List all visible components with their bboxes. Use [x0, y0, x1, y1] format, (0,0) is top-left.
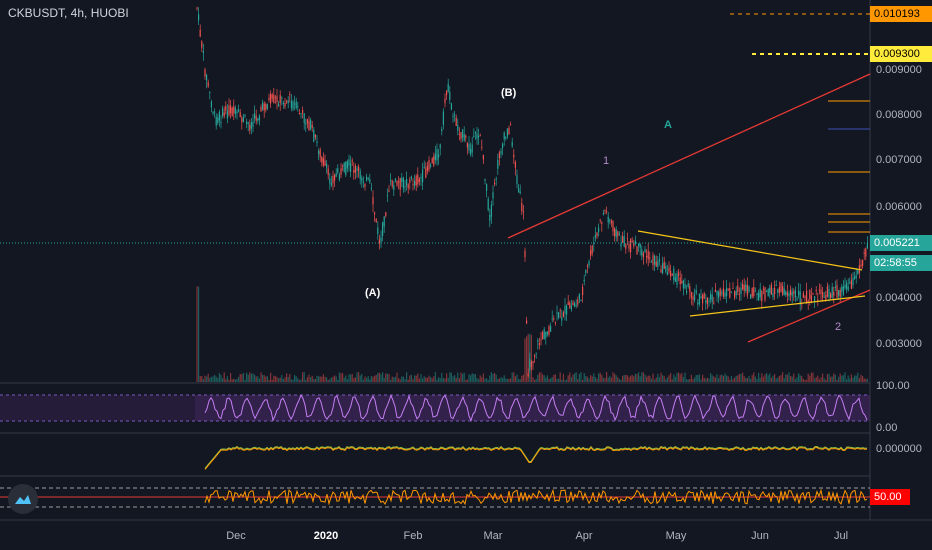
price-tag-second[interactable]: 0.009300 [870, 46, 932, 62]
price-axis-label: 0.003000 [876, 338, 922, 350]
time-label: Apr [575, 530, 593, 542]
countdown-tag: 02:58:55 [870, 255, 932, 271]
time-label: Feb [403, 530, 423, 542]
time-label: Jul [833, 530, 849, 542]
chart-title: CKBUSDT, 4h, HUOBI [8, 6, 129, 20]
triangle-upper[interactable] [637, 230, 863, 271]
time-label: May [665, 530, 687, 542]
time-label: 2020 [313, 530, 339, 542]
wave-label-a: (A) [365, 287, 381, 299]
rsi-line [204, 393, 868, 423]
macd-axis-zero: 0.000000 [876, 443, 922, 455]
rsi-band [195, 395, 870, 421]
price-axis-label: 0.004000 [876, 292, 922, 304]
wave-label-b: (B) [501, 87, 517, 99]
price-axis-label: 0.009000 [876, 64, 922, 76]
osc-line [204, 488, 868, 506]
time-label: Mar [483, 530, 503, 542]
wave-label-2: 2 [835, 321, 842, 333]
tradingview-cloud-icon[interactable] [8, 484, 38, 514]
rsi-band-left [0, 395, 195, 421]
lower-trendline[interactable] [747, 289, 871, 343]
triangle-lower[interactable] [689, 295, 866, 317]
price-axis-label: 0.008000 [876, 109, 922, 121]
wave-label-a-teal: A [664, 119, 672, 131]
rsi-axis-high: 100.00 [876, 380, 910, 392]
time-label: Jun [751, 530, 769, 542]
price-tag-current[interactable]: 0.005221 [870, 235, 932, 251]
rsi-axis-low: 0.00 [876, 422, 898, 434]
price-tag-top[interactable]: 0.010193 [870, 6, 932, 22]
price-axis-label: 0.007000 [876, 154, 922, 166]
upper-trendline[interactable] [507, 73, 871, 239]
volume-series [196, 286, 868, 382]
time-label: Dec [226, 530, 246, 542]
macd-line [204, 445, 868, 469]
macd-signal [204, 446, 868, 470]
wave-label-1: 1 [603, 155, 610, 167]
osc-mid-tag: 50.00 [870, 489, 910, 505]
price-axis-label: 0.006000 [876, 201, 922, 213]
candlestick-series [196, 6, 868, 378]
